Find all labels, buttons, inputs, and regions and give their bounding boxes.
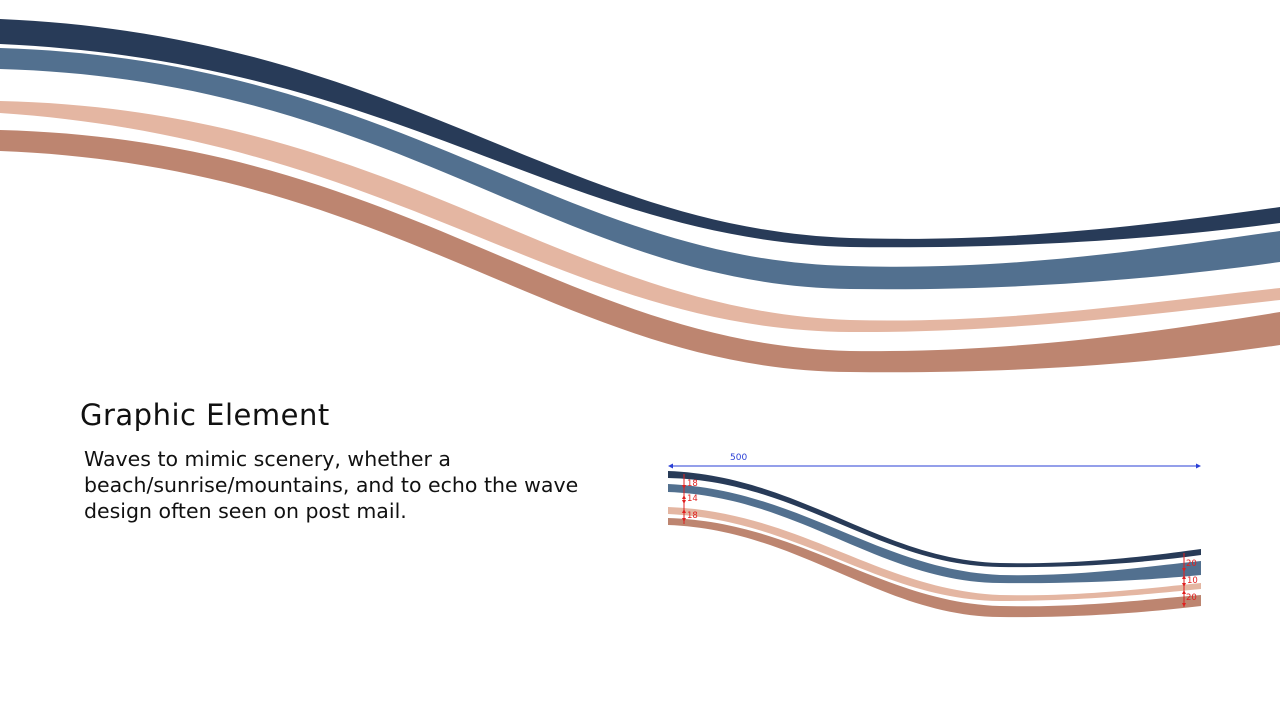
left-gap-dimensions: 18 14 18 — [682, 474, 698, 524]
right-gap-label-3: 20 — [1186, 593, 1197, 603]
left-gap-label-3: 18 — [687, 511, 698, 521]
right-gap-dimensions: 20 10 20 — [1182, 553, 1198, 607]
spec-steel-blue-band — [668, 484, 1201, 584]
width-arrow-left — [668, 463, 673, 469]
navy-wave-band — [0, 19, 1280, 248]
right-arrow-3 — [1182, 603, 1186, 607]
width-dimension-label: 500 — [730, 453, 747, 463]
right-gap-label-1: 20 — [1186, 559, 1197, 569]
spec-terracotta-band — [668, 518, 1201, 618]
slide-title: Graphic Element — [80, 398, 330, 432]
terracotta-wave-band — [0, 130, 1280, 373]
spec-navy-band — [668, 471, 1201, 568]
left-gap-label-2: 14 — [687, 494, 698, 504]
right-arrow-2 — [1182, 583, 1186, 594]
left-arrow-1 — [682, 485, 686, 499]
width-arrow-right — [1196, 463, 1201, 469]
right-gap-label-2: 10 — [1187, 576, 1198, 586]
peach-wave-band — [0, 101, 1280, 333]
left-arrow-2 — [682, 500, 686, 513]
left-gap-label-1: 18 — [687, 479, 698, 489]
width-dimension: 500 — [668, 453, 1201, 469]
right-arrow-1 — [1182, 568, 1186, 579]
steel-blue-wave-band — [0, 48, 1280, 290]
slide-description: Waves to mimic scenery, whether a beach/… — [84, 447, 579, 523]
left-arrow-3 — [682, 518, 686, 522]
wave-spec-diagram: 500 18 14 18 20 10 20 — [668, 453, 1201, 618]
hero-wave-graphic — [0, 19, 1280, 373]
spec-peach-band — [668, 507, 1201, 601]
